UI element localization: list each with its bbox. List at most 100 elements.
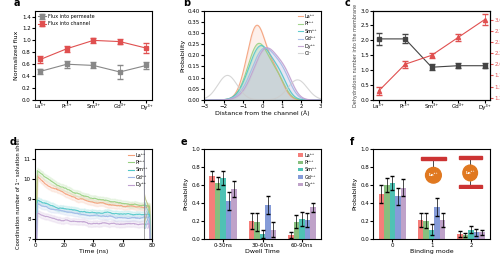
Pr³⁺: [273, 67, 279, 70]
La³⁺: [128, 204, 134, 207]
Cl⁻: [274, 96, 280, 100]
Pr³⁺: [256, 42, 262, 45]
Sm³⁺: [273, 62, 279, 65]
La³⁺: [254, 24, 260, 27]
Bar: [479, 232, 484, 238]
Dy³⁺: [308, 98, 314, 101]
Cl⁻: [300, 82, 306, 85]
X-axis label: Dwell Time: Dwell Time: [245, 249, 280, 254]
Gd³⁺: [102, 214, 107, 218]
Dy³⁺: [88, 222, 94, 226]
Cl⁻: [308, 90, 314, 94]
Bar: [215, 183, 220, 238]
Gd³⁺: [300, 97, 306, 100]
Bar: [265, 205, 270, 238]
Dy³⁺: [264, 46, 270, 49]
Sm³⁺: [96, 211, 102, 215]
Dy³⁺: [273, 53, 279, 56]
Dy³⁺: [88, 222, 94, 225]
Pr³⁺: [88, 196, 94, 200]
Bar: [294, 222, 299, 238]
La³⁺: [102, 202, 107, 205]
La³⁺: [202, 98, 207, 101]
La³⁺: [201, 98, 207, 101]
Bar: [474, 232, 479, 238]
Dy³⁺: [300, 96, 306, 99]
Gd³⁺: [128, 216, 134, 219]
Sm³⁺: [318, 98, 324, 101]
Bar: [395, 196, 400, 238]
Pr³⁺: [308, 98, 314, 101]
Sm³⁺: [271, 59, 277, 62]
Pr³⁺: [102, 199, 107, 202]
Sm³⁺: [88, 211, 94, 214]
Pr³⁺: [318, 98, 324, 101]
Cl⁻: [272, 97, 278, 100]
Bar: [378, 194, 384, 238]
Bar: [457, 234, 462, 238]
Gd³⁺: [146, 216, 152, 219]
Dy³⁺: [36, 212, 42, 215]
Cl⁻: [201, 97, 207, 100]
Y-axis label: Probability: Probability: [352, 177, 358, 210]
Gd³⁺: [270, 52, 276, 56]
Bar: [260, 234, 265, 238]
Bar: [226, 201, 232, 238]
Line: Dy³⁺: Dy³⁺: [204, 48, 321, 100]
Bar: [418, 220, 424, 239]
Pr³⁺: [300, 98, 306, 101]
Sm³⁺: [146, 213, 152, 216]
La³⁺: [273, 66, 279, 69]
Pr³⁺: [34, 169, 40, 172]
La³⁺: [308, 98, 314, 101]
Bar: [400, 188, 406, 238]
La³⁺: [96, 201, 102, 205]
Sm³⁺: [258, 44, 264, 47]
Bar: [254, 222, 260, 238]
Bar: [210, 176, 215, 238]
Gd³⁺: [271, 53, 277, 56]
Y-axis label: Normalized flux: Normalized flux: [14, 30, 20, 80]
Cl⁻: [271, 97, 277, 100]
Cl⁻: [260, 98, 266, 101]
Legend: Flux into permeate, Flux into channel: Flux into permeate, Flux into channel: [38, 13, 95, 27]
Y-axis label: Probability: Probability: [180, 39, 185, 72]
Line: Gd³⁺: Gd³⁺: [35, 204, 152, 265]
Pr³⁺: [96, 198, 102, 201]
Cl⁻: [318, 97, 324, 100]
Bar: [310, 207, 316, 239]
Sm³⁺: [102, 211, 107, 214]
Text: f: f: [350, 137, 354, 147]
Gd³⁺: [96, 214, 102, 217]
Sm³⁺: [201, 98, 207, 101]
Line: Sm³⁺: Sm³⁺: [204, 46, 321, 100]
Gd³⁺: [88, 214, 94, 217]
La³⁺: [34, 174, 40, 177]
Line: Pr³⁺: Pr³⁺: [35, 171, 152, 265]
Pr³⁺: [146, 204, 152, 207]
Gd³⁺: [201, 98, 207, 101]
Pr³⁺: [201, 98, 207, 101]
Sm³⁺: [202, 98, 207, 101]
Cl⁻: [224, 74, 230, 77]
Text: b: b: [183, 0, 190, 8]
La³⁺: [271, 62, 277, 65]
Legend: La³⁺, Pr³⁺, Sm³⁺, Gd³⁺, Dy³⁺: La³⁺, Pr³⁺, Sm³⁺, Gd³⁺, Dy³⁺: [298, 152, 318, 188]
Pr³⁺: [270, 63, 276, 67]
X-axis label: Binding mode: Binding mode: [410, 249, 454, 254]
Line: Pr³⁺: Pr³⁺: [204, 43, 321, 100]
Gd³⁺: [88, 214, 94, 217]
La³⁺: [88, 200, 94, 204]
Gd³⁺: [273, 55, 279, 59]
Dy³⁺: [128, 222, 134, 225]
Text: d: d: [10, 137, 16, 147]
La³⁺: [146, 205, 152, 208]
Text: a: a: [14, 0, 20, 8]
Dy³⁺: [202, 98, 207, 101]
Gd³⁺: [34, 202, 40, 205]
Bar: [429, 229, 434, 239]
Gd³⁺: [202, 98, 207, 101]
Line: Dy³⁺: Dy³⁺: [35, 213, 152, 265]
Bar: [440, 220, 446, 239]
Sm³⁺: [34, 198, 40, 202]
